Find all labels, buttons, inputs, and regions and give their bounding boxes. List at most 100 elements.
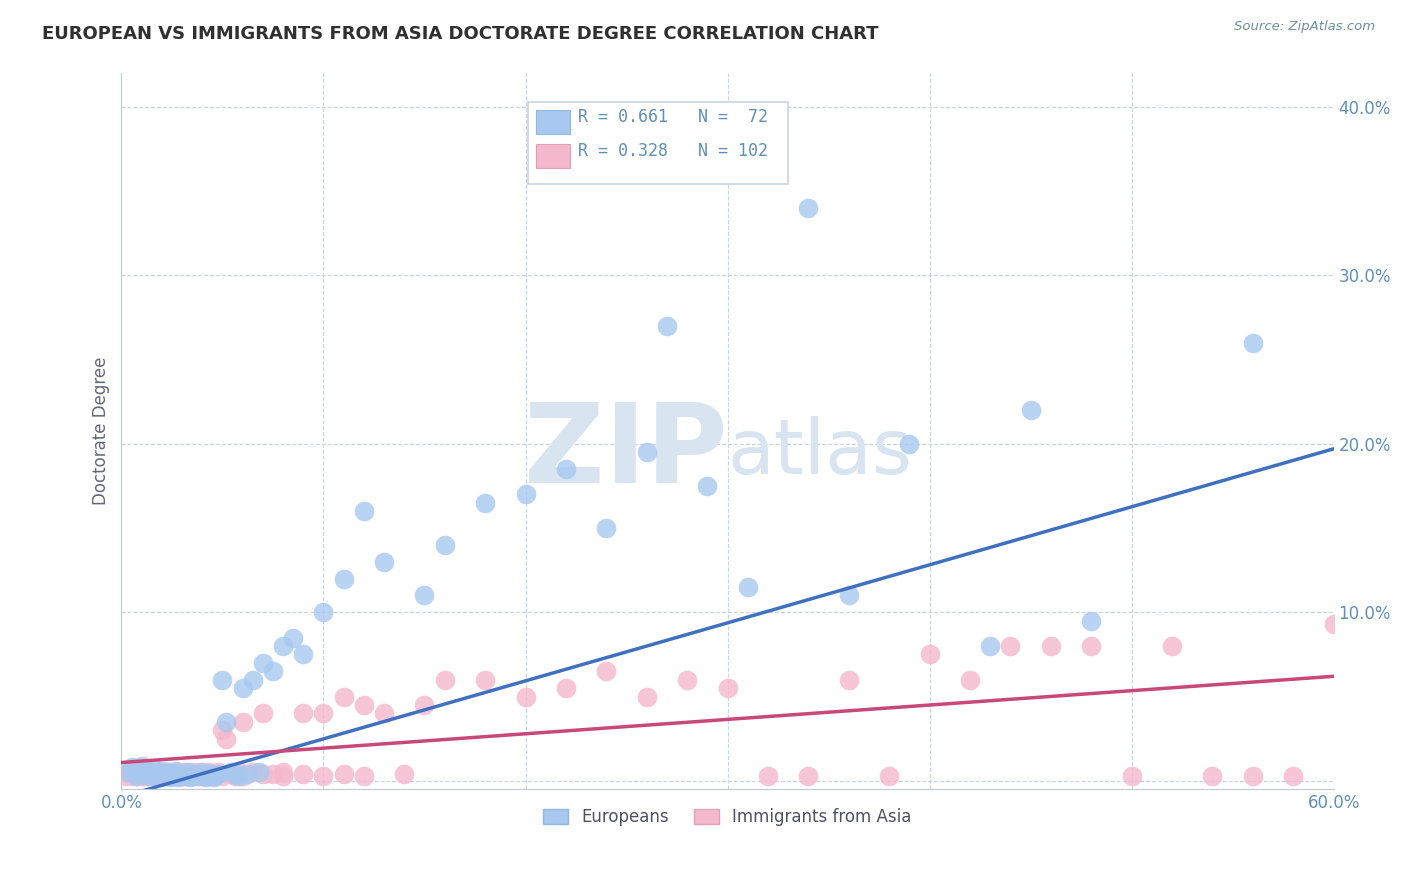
Point — [121, 769, 143, 783]
Point — [215, 714, 238, 729]
Text: ZIP: ZIP — [524, 399, 727, 506]
Point — [155, 769, 177, 783]
Point — [150, 764, 173, 778]
Point — [312, 769, 335, 783]
Point — [181, 769, 204, 783]
Point — [1241, 769, 1264, 783]
Point — [195, 769, 218, 783]
Point — [200, 769, 222, 783]
Point — [160, 767, 183, 781]
Point — [474, 673, 496, 687]
Point — [1080, 639, 1102, 653]
Point — [877, 769, 900, 783]
Point — [135, 767, 157, 781]
Point — [149, 765, 172, 780]
Point — [136, 769, 159, 783]
Point — [332, 690, 354, 704]
Point — [169, 767, 191, 781]
Point — [224, 767, 246, 781]
Point — [141, 767, 163, 781]
Point — [207, 765, 229, 780]
Text: atlas: atlas — [727, 416, 912, 490]
Point — [179, 771, 201, 785]
Point — [636, 445, 658, 459]
Point — [959, 673, 981, 687]
Point — [232, 769, 254, 783]
Point — [219, 765, 242, 780]
Point — [186, 767, 208, 781]
Point — [150, 769, 173, 783]
Point — [211, 723, 233, 738]
Point — [1019, 403, 1042, 417]
Point — [174, 769, 197, 783]
Point — [200, 767, 222, 781]
Point — [159, 771, 181, 785]
Point — [312, 605, 335, 619]
Point — [228, 765, 250, 780]
Point — [131, 758, 153, 772]
Point — [193, 769, 215, 783]
Point — [187, 769, 209, 783]
Point — [979, 639, 1001, 653]
Point — [595, 521, 617, 535]
Point — [353, 769, 375, 783]
Point — [898, 436, 921, 450]
Point — [292, 706, 315, 721]
Point — [183, 767, 205, 781]
Point — [170, 769, 193, 783]
Point — [332, 767, 354, 781]
Point — [655, 318, 678, 333]
Point — [1121, 769, 1143, 783]
Point — [373, 555, 395, 569]
Point — [1323, 617, 1346, 632]
Point — [202, 771, 225, 785]
Point — [242, 673, 264, 687]
Point — [141, 767, 163, 781]
Point — [292, 648, 315, 662]
Point — [163, 769, 186, 783]
Point — [737, 580, 759, 594]
Point — [474, 496, 496, 510]
Point — [797, 769, 820, 783]
Point — [191, 765, 214, 780]
Point — [142, 769, 165, 783]
Point — [413, 589, 436, 603]
Point — [215, 731, 238, 746]
Point — [221, 767, 243, 781]
Point — [262, 767, 284, 781]
FancyBboxPatch shape — [536, 144, 569, 169]
Point — [235, 767, 257, 781]
Text: EUROPEAN VS IMMIGRANTS FROM ASIA DOCTORATE DEGREE CORRELATION CHART: EUROPEAN VS IMMIGRANTS FROM ASIA DOCTORA… — [42, 25, 879, 43]
Point — [292, 767, 315, 781]
Point — [207, 767, 229, 781]
Point — [224, 769, 246, 783]
Point — [153, 767, 176, 781]
Point — [187, 769, 209, 783]
Point — [1241, 335, 1264, 350]
FancyBboxPatch shape — [536, 110, 569, 134]
Point — [219, 767, 242, 781]
Point — [918, 648, 941, 662]
Point — [515, 690, 537, 704]
Point — [181, 765, 204, 780]
Point — [173, 765, 195, 780]
Point — [242, 765, 264, 780]
Point — [332, 572, 354, 586]
Point — [159, 769, 181, 783]
Point — [247, 765, 270, 780]
Point — [177, 767, 200, 781]
Point — [1282, 769, 1305, 783]
Point — [118, 765, 141, 780]
Point — [193, 767, 215, 781]
Point — [146, 765, 169, 780]
Point — [201, 767, 224, 781]
Point — [121, 760, 143, 774]
Point — [211, 673, 233, 687]
Point — [128, 767, 150, 781]
Point — [838, 589, 860, 603]
Point — [353, 698, 375, 712]
Point — [554, 681, 576, 695]
Point — [181, 767, 204, 781]
Text: Source: ZipAtlas.com: Source: ZipAtlas.com — [1234, 20, 1375, 33]
Point — [132, 765, 155, 780]
